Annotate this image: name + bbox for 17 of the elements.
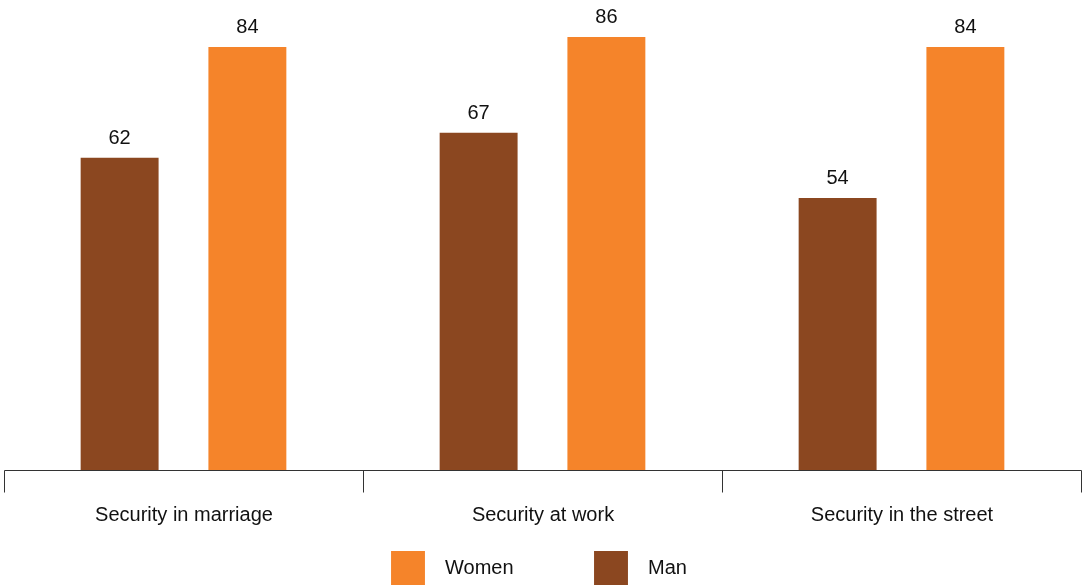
legend-label: Women bbox=[445, 556, 514, 579]
data-label: 62 bbox=[108, 125, 131, 148]
data-label: 86 bbox=[595, 5, 618, 27]
x-tick-label: Security in marriage bbox=[95, 502, 273, 525]
bar bbox=[926, 47, 1005, 470]
bar bbox=[798, 198, 877, 470]
data-label: 67 bbox=[467, 100, 490, 123]
x-tick-label: Security in the street bbox=[810, 502, 994, 525]
data-label: 54 bbox=[826, 166, 849, 189]
data-label: 84 bbox=[954, 15, 977, 38]
x-tick-label: Security at work bbox=[471, 502, 616, 525]
bar bbox=[208, 47, 287, 470]
bar bbox=[567, 37, 646, 470]
data-label: 84 bbox=[236, 15, 259, 38]
bar bbox=[80, 157, 159, 470]
bar bbox=[439, 132, 518, 470]
legend-label: Man bbox=[648, 556, 687, 579]
